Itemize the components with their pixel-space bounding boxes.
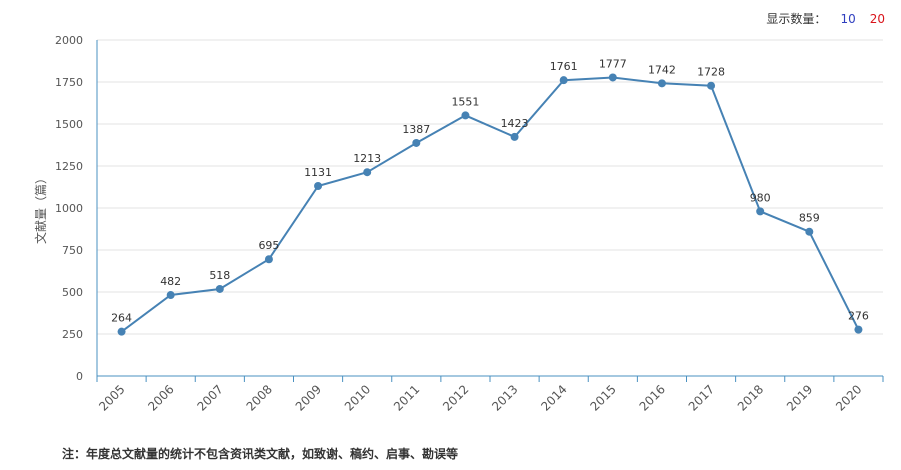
data-point[interactable] xyxy=(363,168,372,177)
x-tick-label: 2011 xyxy=(391,382,422,413)
data-point[interactable] xyxy=(559,76,568,85)
data-label: 518 xyxy=(209,269,230,282)
data-point[interactable] xyxy=(657,79,666,88)
data-label: 1761 xyxy=(550,60,578,73)
x-tick-label: 2012 xyxy=(440,382,471,413)
data-point[interactable] xyxy=(412,138,421,147)
x-tick-label: 2008 xyxy=(244,382,275,413)
data-points xyxy=(117,73,863,336)
data-label: 1387 xyxy=(402,123,430,136)
data-label: 1551 xyxy=(451,95,479,108)
x-tick-label: 2016 xyxy=(637,382,668,413)
x-tick-label: 2007 xyxy=(194,382,225,413)
data-point[interactable] xyxy=(314,181,323,190)
y-tick-label: 250 xyxy=(62,328,83,341)
data-label: 695 xyxy=(258,239,279,252)
data-point[interactable] xyxy=(854,325,863,334)
x-tick-label: 2009 xyxy=(293,382,324,413)
data-point[interactable] xyxy=(117,327,126,336)
data-label: 1423 xyxy=(501,117,529,130)
data-labels: 264 482 518 695 1131 1213 1387 1551 1423 1761 1777… xyxy=(111,57,869,324)
data-label: 980 xyxy=(750,191,771,204)
data-point[interactable] xyxy=(461,111,470,120)
y-tick-label: 1250 xyxy=(55,160,83,173)
data-point[interactable] xyxy=(756,207,765,216)
y-tick-label: 0 xyxy=(76,370,83,383)
data-label: 482 xyxy=(160,275,181,288)
x-tick-label: 2006 xyxy=(145,382,176,413)
y-tick-label: 1750 xyxy=(55,76,83,89)
y-axis-ticks: 0 250 500 750 1000 1250 1500 1750 2000 xyxy=(55,34,83,383)
data-point[interactable] xyxy=(166,291,175,300)
data-point[interactable] xyxy=(510,132,519,141)
data-label: 1213 xyxy=(353,152,381,165)
data-label: 264 xyxy=(111,312,132,325)
data-point[interactable] xyxy=(707,81,716,90)
x-tick-label: 2014 xyxy=(538,382,569,413)
grid-lines xyxy=(97,39,883,335)
y-tick-label: 500 xyxy=(62,286,83,299)
y-axis-label: 文献量（篇） xyxy=(33,172,48,244)
display-count-label: 显示数量： xyxy=(766,12,827,26)
data-point[interactable] xyxy=(608,73,617,82)
data-label: 859 xyxy=(799,212,820,225)
y-tick-label: 2000 xyxy=(55,34,83,47)
y-tick-label: 750 xyxy=(62,244,83,257)
x-tick-label: 2010 xyxy=(342,382,373,413)
footnote: 注：年度总文献量的统计不包含资讯类文献，如致谢、稿约、启事、勘误等 xyxy=(62,447,459,461)
y-tick-label: 1500 xyxy=(55,118,83,131)
x-axis: 2005 2006 2007 2008 2009 2010 2011 2012 2013 2014… xyxy=(96,375,884,414)
x-tick-label: 2019 xyxy=(784,382,815,413)
data-point[interactable] xyxy=(264,255,273,264)
x-tick-label: 2018 xyxy=(735,382,766,413)
data-point[interactable] xyxy=(805,227,814,236)
x-tick-label: 2013 xyxy=(489,382,520,413)
display-count-control: 显示数量： 10 20 xyxy=(766,10,885,27)
x-tick-label: 2005 xyxy=(96,382,127,413)
x-tick-label: 2020 xyxy=(833,382,864,413)
series-line xyxy=(121,76,860,333)
x-tick-label: 2015 xyxy=(587,382,618,413)
y-tick-label: 1000 xyxy=(55,202,83,215)
display-count-20-button[interactable]: 20 xyxy=(869,11,885,26)
data-label: 1728 xyxy=(697,66,725,79)
data-label: 1777 xyxy=(599,57,627,70)
data-label: 1742 xyxy=(648,63,676,76)
data-point[interactable] xyxy=(215,284,224,293)
data-label: 1131 xyxy=(304,166,332,179)
display-count-10-button[interactable]: 10 xyxy=(840,11,856,26)
data-label: 276 xyxy=(848,310,869,323)
x-tick-label: 2017 xyxy=(686,382,717,413)
